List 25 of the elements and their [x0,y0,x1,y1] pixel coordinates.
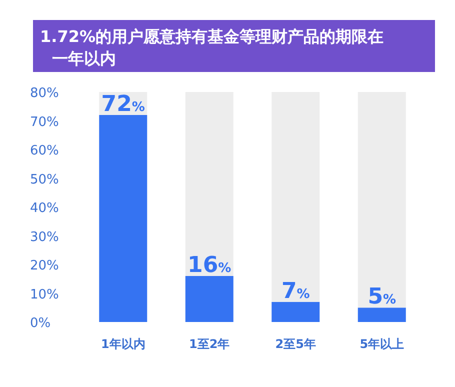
bar [358,308,406,322]
data-label: 5% [368,284,396,310]
title: 1.72%的用户愿意持有基金等理财产品的期限在一年以内 [40,27,384,68]
bar [272,302,320,322]
y-tick-label: 10% [30,287,59,302]
bar [185,92,234,276]
data-label: 16% [188,253,232,278]
y-tick-label: 0% [30,316,51,331]
bar [272,92,320,302]
x-tick-label: 2至5年 [275,337,316,351]
y-tick-label: 40% [30,201,59,216]
bar [99,115,148,322]
data-label: 7% [281,278,310,304]
x-tick-label: 1年以内 [100,337,146,351]
data-label: 72% [101,92,145,117]
y-tick-label: 60% [30,144,59,158]
x-tick-label: 1至2年 [189,337,230,351]
y-tick-label: 50% [30,172,59,188]
bar [358,92,406,308]
y-tick-label: 80% [30,86,59,101]
y-tick-label: 20% [30,258,59,274]
y-tick-label: 30% [30,230,59,245]
y-tick-label: 70% [30,114,59,130]
x-tick-label: 5年以上 [360,337,404,351]
bar [185,276,234,322]
